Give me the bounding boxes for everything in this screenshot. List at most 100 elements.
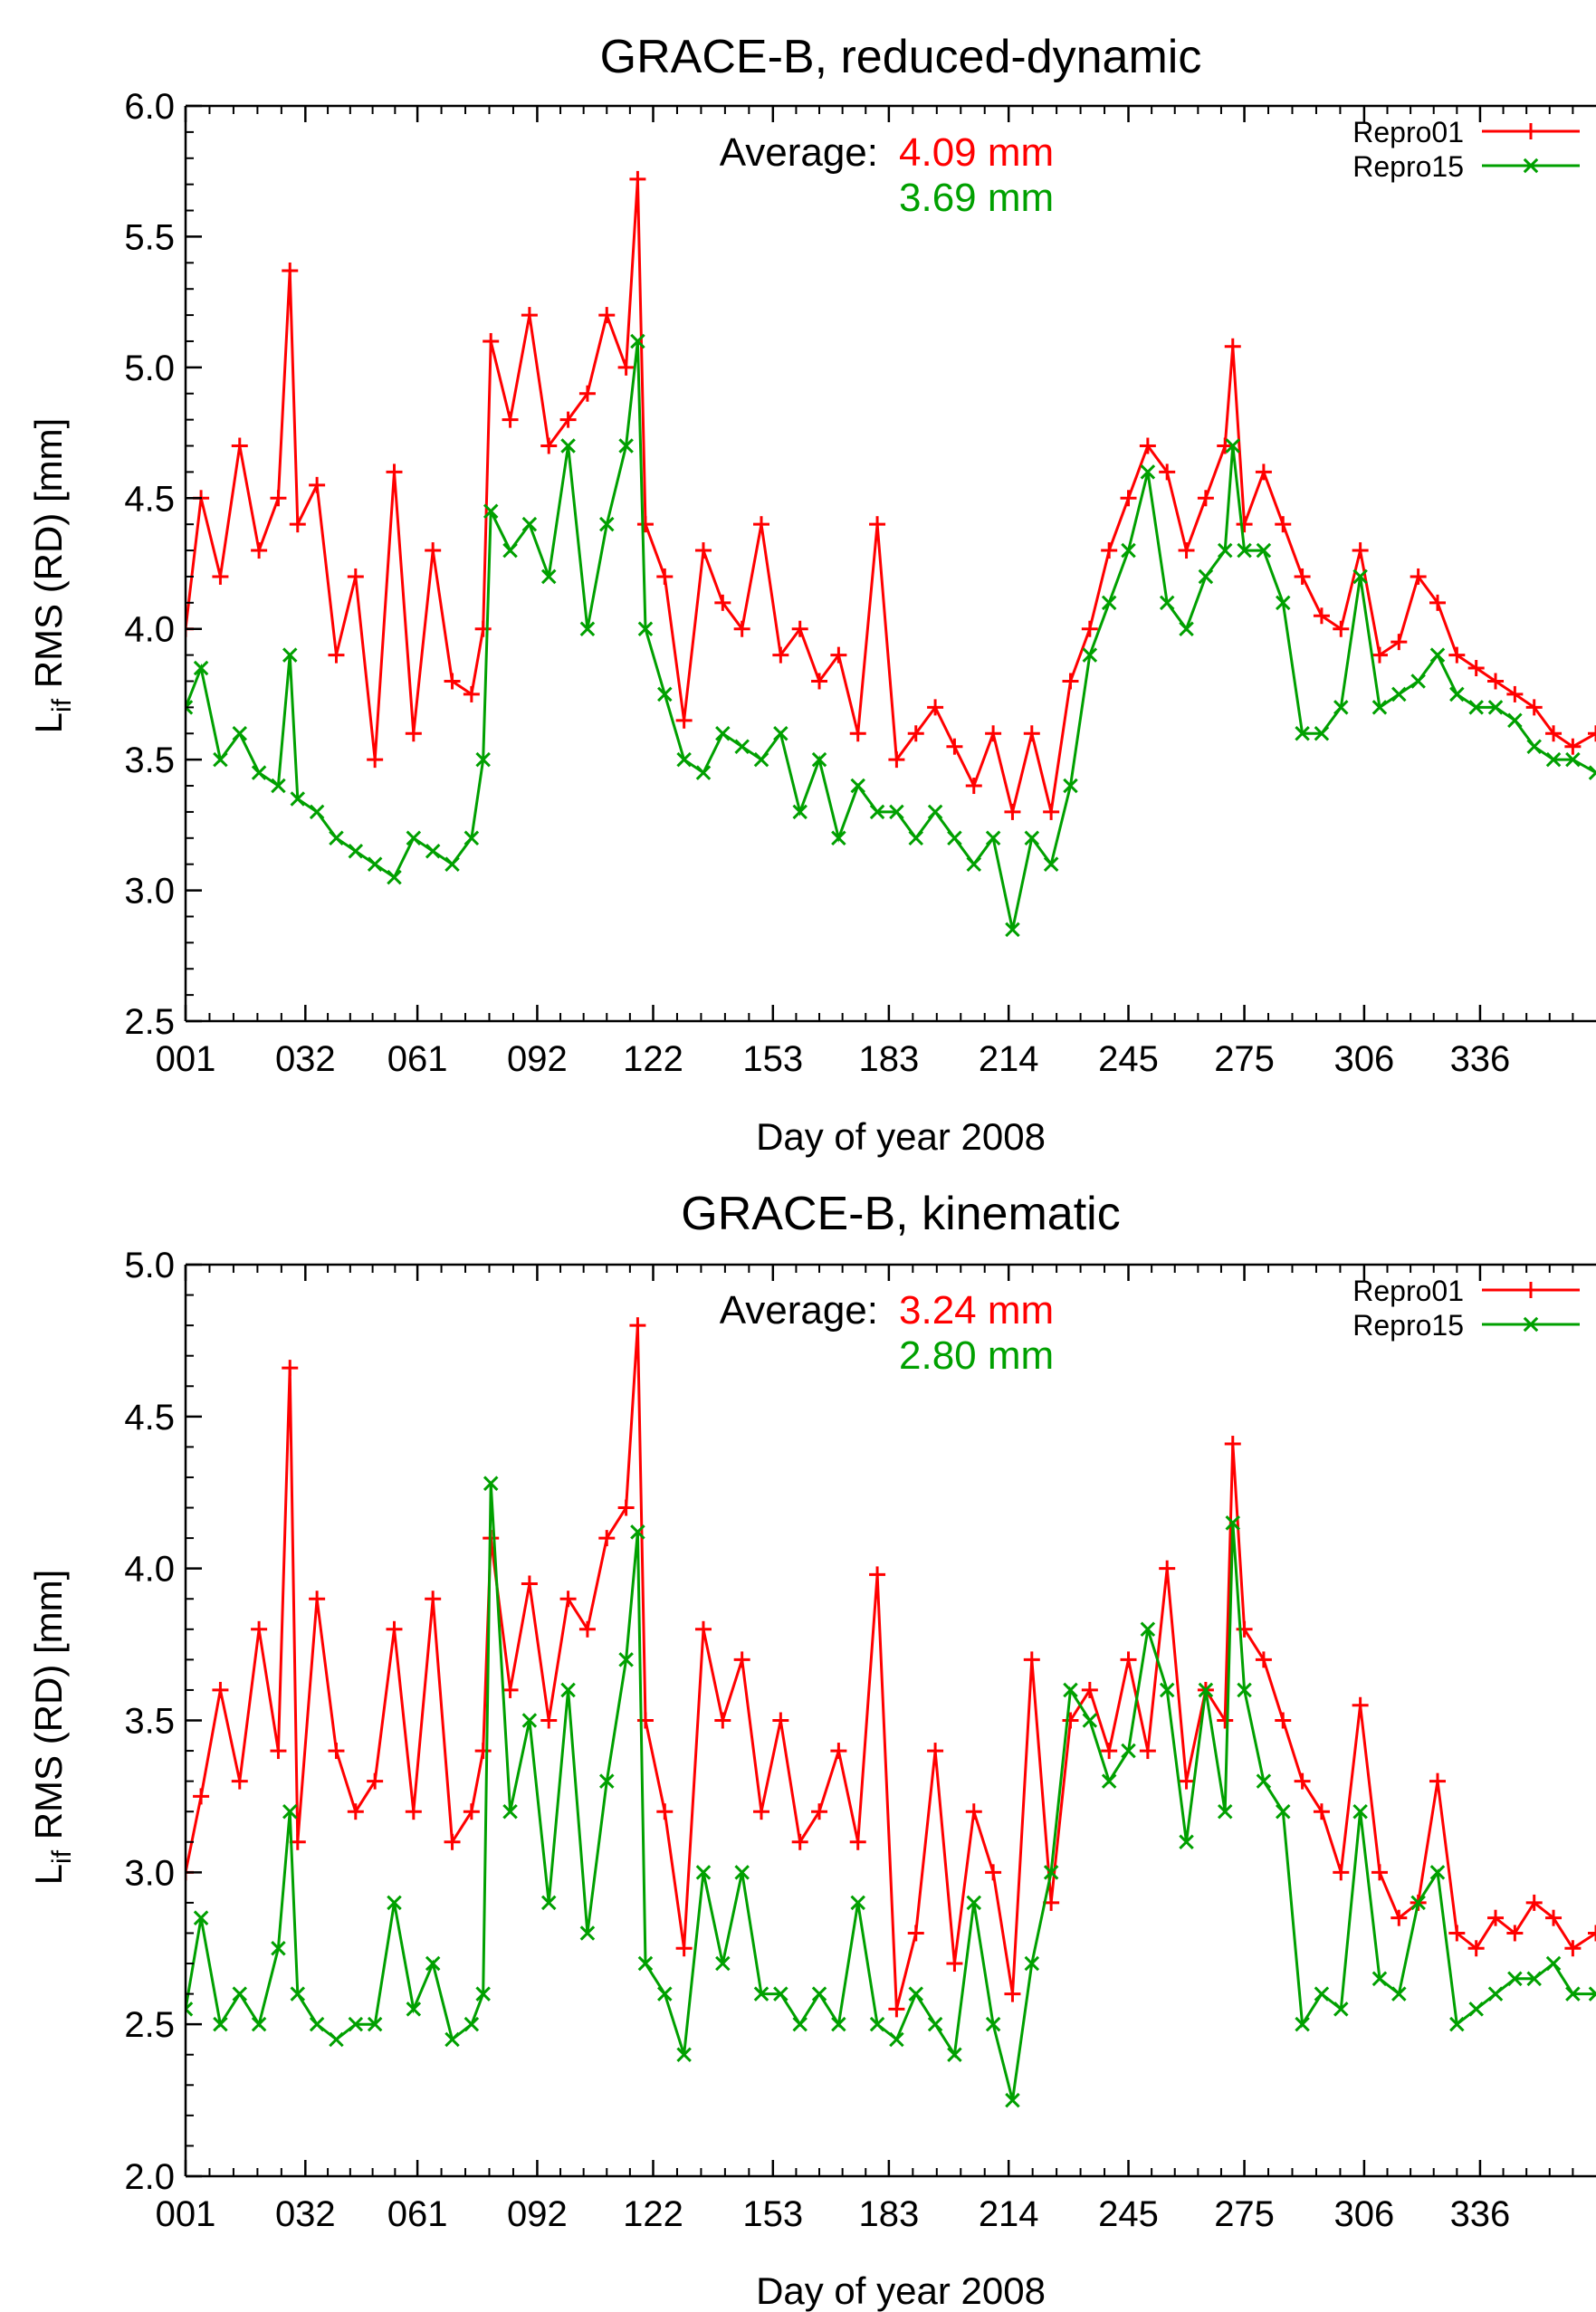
legend-marker-repro01 [1523,1282,1539,1298]
data-point [347,1803,364,1820]
data-point [1545,751,1562,768]
series-repro01 [186,170,1596,820]
x-tick-label: 245 [1098,1039,1159,1079]
data-point [1275,516,1292,533]
y-tick-label: 2.5 [124,1002,175,1042]
data-point [753,1803,770,1820]
data-point [578,1620,596,1638]
x-axis-label: Day of year 2008 [756,2269,1046,2312]
y-axis-label: Lif RMS (RD) [mm] [27,1570,77,1886]
data-point [985,725,1002,742]
y-tick-label: 3.5 [124,1702,175,1742]
data-point [309,2016,325,2032]
y-tick-label: 3.0 [124,872,175,912]
chart-reduced-dynamic: GRACE-B, reduced-dynamic 2.5 3.0 3.5 4.0 4.5… [27,31,1596,1158]
data-point [831,830,846,846]
data-point [1275,1803,1291,1820]
x-tick-label: 306 [1334,1039,1395,1079]
data-point [213,751,228,768]
data-point [347,568,364,585]
data-point [282,1360,299,1377]
data-point [367,1772,384,1790]
data-point [753,1986,769,2002]
data-point [251,2016,267,2032]
data-point [1275,595,1291,611]
data-point [1487,1986,1504,2002]
data-point [1197,490,1214,507]
data-point [289,516,306,533]
data-point [474,620,492,637]
data-point [328,646,345,664]
data-point [232,725,248,741]
data-point [425,843,441,859]
data-point [193,1910,209,1925]
data-point [444,673,461,690]
data-point [474,1743,492,1760]
data-point [1525,1894,1543,1911]
data-point [1275,1712,1292,1729]
data-point [1101,1773,1117,1789]
data-point [1333,2002,1349,2017]
data-point [733,620,750,637]
x-tick-label: 214 [979,1039,1039,1079]
series-line [186,178,1596,813]
data-point [1333,620,1350,637]
data-point [540,1712,558,1729]
x-tick-label: 092 [507,1039,568,1079]
data-point [1198,1682,1214,1698]
data-point [772,1712,789,1729]
data-point [231,437,248,454]
data-point [502,411,519,428]
data-point [1217,1712,1234,1729]
data-point [791,1833,808,1850]
x-tick-label: 032 [275,2194,336,2234]
data-point [1004,1985,1021,2002]
data-point [637,621,654,636]
data-point [1526,1971,1542,1987]
y-axis-label-sub: if [47,1849,77,1864]
x-tick-label: 183 [858,2194,919,2234]
data-point [1217,1803,1233,1820]
data-point [1545,1909,1563,1926]
data-point [464,2016,480,2032]
data-point [387,1895,402,1911]
data-point [348,2016,364,2032]
data-point [1313,607,1330,625]
data-point [425,1955,441,1972]
data-point [1179,1834,1194,1850]
x-tick-label: 275 [1214,2194,1275,2234]
data-point [598,307,616,324]
legend-label-repro01: Repro01 [1352,1275,1464,1307]
data-point [1391,1986,1407,2002]
data-point [1487,700,1504,715]
data-point [1467,1940,1485,1957]
legend-label-repro15: Repro15 [1352,1309,1464,1342]
y-tick-label: 2.5 [124,2005,175,2045]
data-point [1217,542,1233,559]
data-point [1410,674,1426,689]
data-point [213,2016,228,2032]
data-point [579,1925,596,1941]
data-point [425,1591,442,1608]
data-point [1256,542,1272,559]
data-point [849,1833,866,1850]
data-point [850,1895,865,1911]
data-point [1448,646,1466,664]
data-point [1082,1713,1098,1728]
data-point [540,1895,557,1911]
data-point [599,1773,615,1789]
data-point [1178,542,1195,559]
data-point [367,856,383,872]
data-point [927,804,943,820]
data-point [1225,438,1241,454]
legend-samples [1482,123,1580,174]
data-point [1507,1971,1523,1987]
y-tick-label: 4.5 [124,1398,175,1438]
data-point [1101,595,1117,611]
data-point [1565,1986,1581,2002]
data-point [946,1955,963,1973]
data-point [1023,1651,1040,1668]
data-point [811,751,827,768]
y-axis-label-main: L [27,1864,70,1885]
data-point [675,1940,693,1957]
